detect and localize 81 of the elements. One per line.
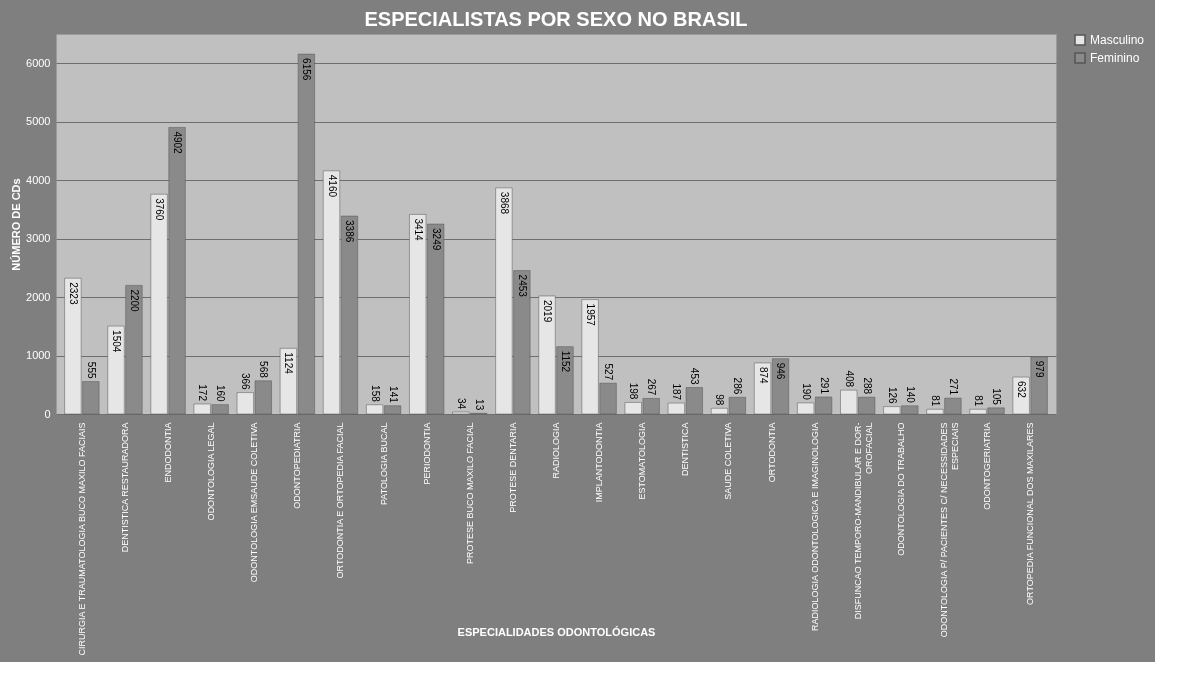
legend-label: Feminino [1090,51,1140,65]
x-tick-label: DENTISTICA [680,422,691,477]
x-tick-label: ESTOMATOLOGIA [637,422,648,500]
x-tick-label: ODONTOLOGIA LEGAL [206,422,217,521]
data-label: 1957 [585,303,597,327]
data-label: 141 [387,386,399,404]
data-label: 271 [947,378,959,396]
x-tick-label: ODONTOLOGIA P/ PACIENTES C/ NECESSIDADES ESPECIAIS [938,422,960,638]
data-label: 1152 [559,350,571,373]
data-label: 2323 [67,282,79,305]
data-label: 555 [85,361,97,379]
data-label: 286 [732,377,744,395]
x-tick-label: RADIOLOGIA ODONTOLOGICA E IMAGINOLOGIA [809,422,820,631]
data-label: 366 [240,372,252,391]
x-tick-label: PROTESE DENTARIA [507,422,518,513]
data-label: 34 [455,397,467,410]
chart-title: ESPECIALISTAS POR SEXO NO BRASIL [364,8,748,30]
data-label: 3868 [498,191,510,215]
data-label: 81 [973,395,985,407]
data-label: 13 [473,399,485,411]
x-tick-label: PROTESE BUCO MAXILO FACIAL [464,422,475,565]
data-label: 98 [714,394,726,406]
data-label: 160 [215,384,227,403]
data-label: 4902 [172,131,184,155]
x-tick-label: DENTISTICA RESTAURADORA [119,422,130,553]
data-label: 1124 [283,352,295,375]
data-label: 946 [775,362,787,380]
y-tick-label: 3000 [26,232,51,245]
x-axis-title: ESPECIALIDADES ODONTOLÓGICAS [457,625,656,638]
data-label: 172 [197,384,209,402]
x-tick-label: ODONTOPEDIATRIA [292,422,303,509]
data-label: 187 [671,383,683,401]
data-label: 874 [757,366,769,385]
x-tick-label: ODONTOGERIATRIA [982,422,993,510]
x-tick-label: SAUDE COLETIVA [723,422,734,500]
data-label: 3760 [154,198,166,221]
x-tick-label: IMPLANTODONTIA [594,422,605,503]
data-label: 105 [991,388,1003,406]
data-label: 3249 [430,228,442,251]
data-label: 81 [929,395,941,407]
data-label: 408 [843,370,855,388]
data-label: 632 [1016,381,1028,399]
x-tick-label: ODONTOLOGIA DO TRABALHO [895,422,906,556]
data-label: 2019 [542,299,554,323]
x-tick-label: CIRURGIA E TRAUMATOLOGIA BUCO MAXILO FACIAIS [76,422,87,656]
data-label: 568 [258,361,270,379]
data-label: 267 [646,378,658,396]
data-label: 1504 [110,330,122,353]
data-label: 190 [800,383,812,401]
data-label: 979 [1034,360,1046,378]
x-tick-label: ORTODONTIA E ORTOPEDIA FACIAL [335,422,346,579]
data-label: 126 [886,386,898,405]
x-tick-label: PATOLOGIA BUCAL [378,422,389,506]
data-label: 6156 [301,58,313,81]
y-tick-label: 6000 [26,56,51,69]
data-label: 158 [369,385,381,403]
data-label: 2200 [128,289,140,313]
x-tick-label: ORTOPEDIA FUNCIONAL DOS MAXILARES [1025,422,1036,605]
y-tick-label: 4000 [26,173,51,186]
x-tick-label: ODONTOLOGIA EMSAUDE COLETIVA [249,422,260,583]
x-tick-label: PERIODONTIA [421,422,432,485]
data-label: 288 [861,377,873,395]
data-label: 291 [818,377,830,395]
data-label: 3386 [344,220,356,243]
x-tick-label: ORTODONTIA [766,422,777,483]
data-label: 3414 [412,218,424,242]
x-tick-label: DISFUNCAO TEMPORO-MANDIBULAR E DOR- OROFACIAL [852,422,874,620]
x-tick-label: RADIOLOGIA [551,422,561,479]
y-tick-label: 5000 [26,115,51,128]
y-axis-title: NÚMERO DE CDs [10,178,23,271]
data-label: 4160 [326,174,338,198]
data-label: 527 [603,363,615,381]
y-tick-label: 0 [44,407,51,420]
data-label: 198 [628,382,640,400]
data-label: 453 [689,367,701,385]
data-label: 2453 [516,274,528,298]
y-tick-label: 1000 [26,349,51,362]
data-label: 140 [904,386,916,404]
legend-label: Masculino [1090,33,1145,47]
y-tick-label: 2000 [26,290,51,303]
x-tick-label: ENDODONTIA [163,422,174,483]
